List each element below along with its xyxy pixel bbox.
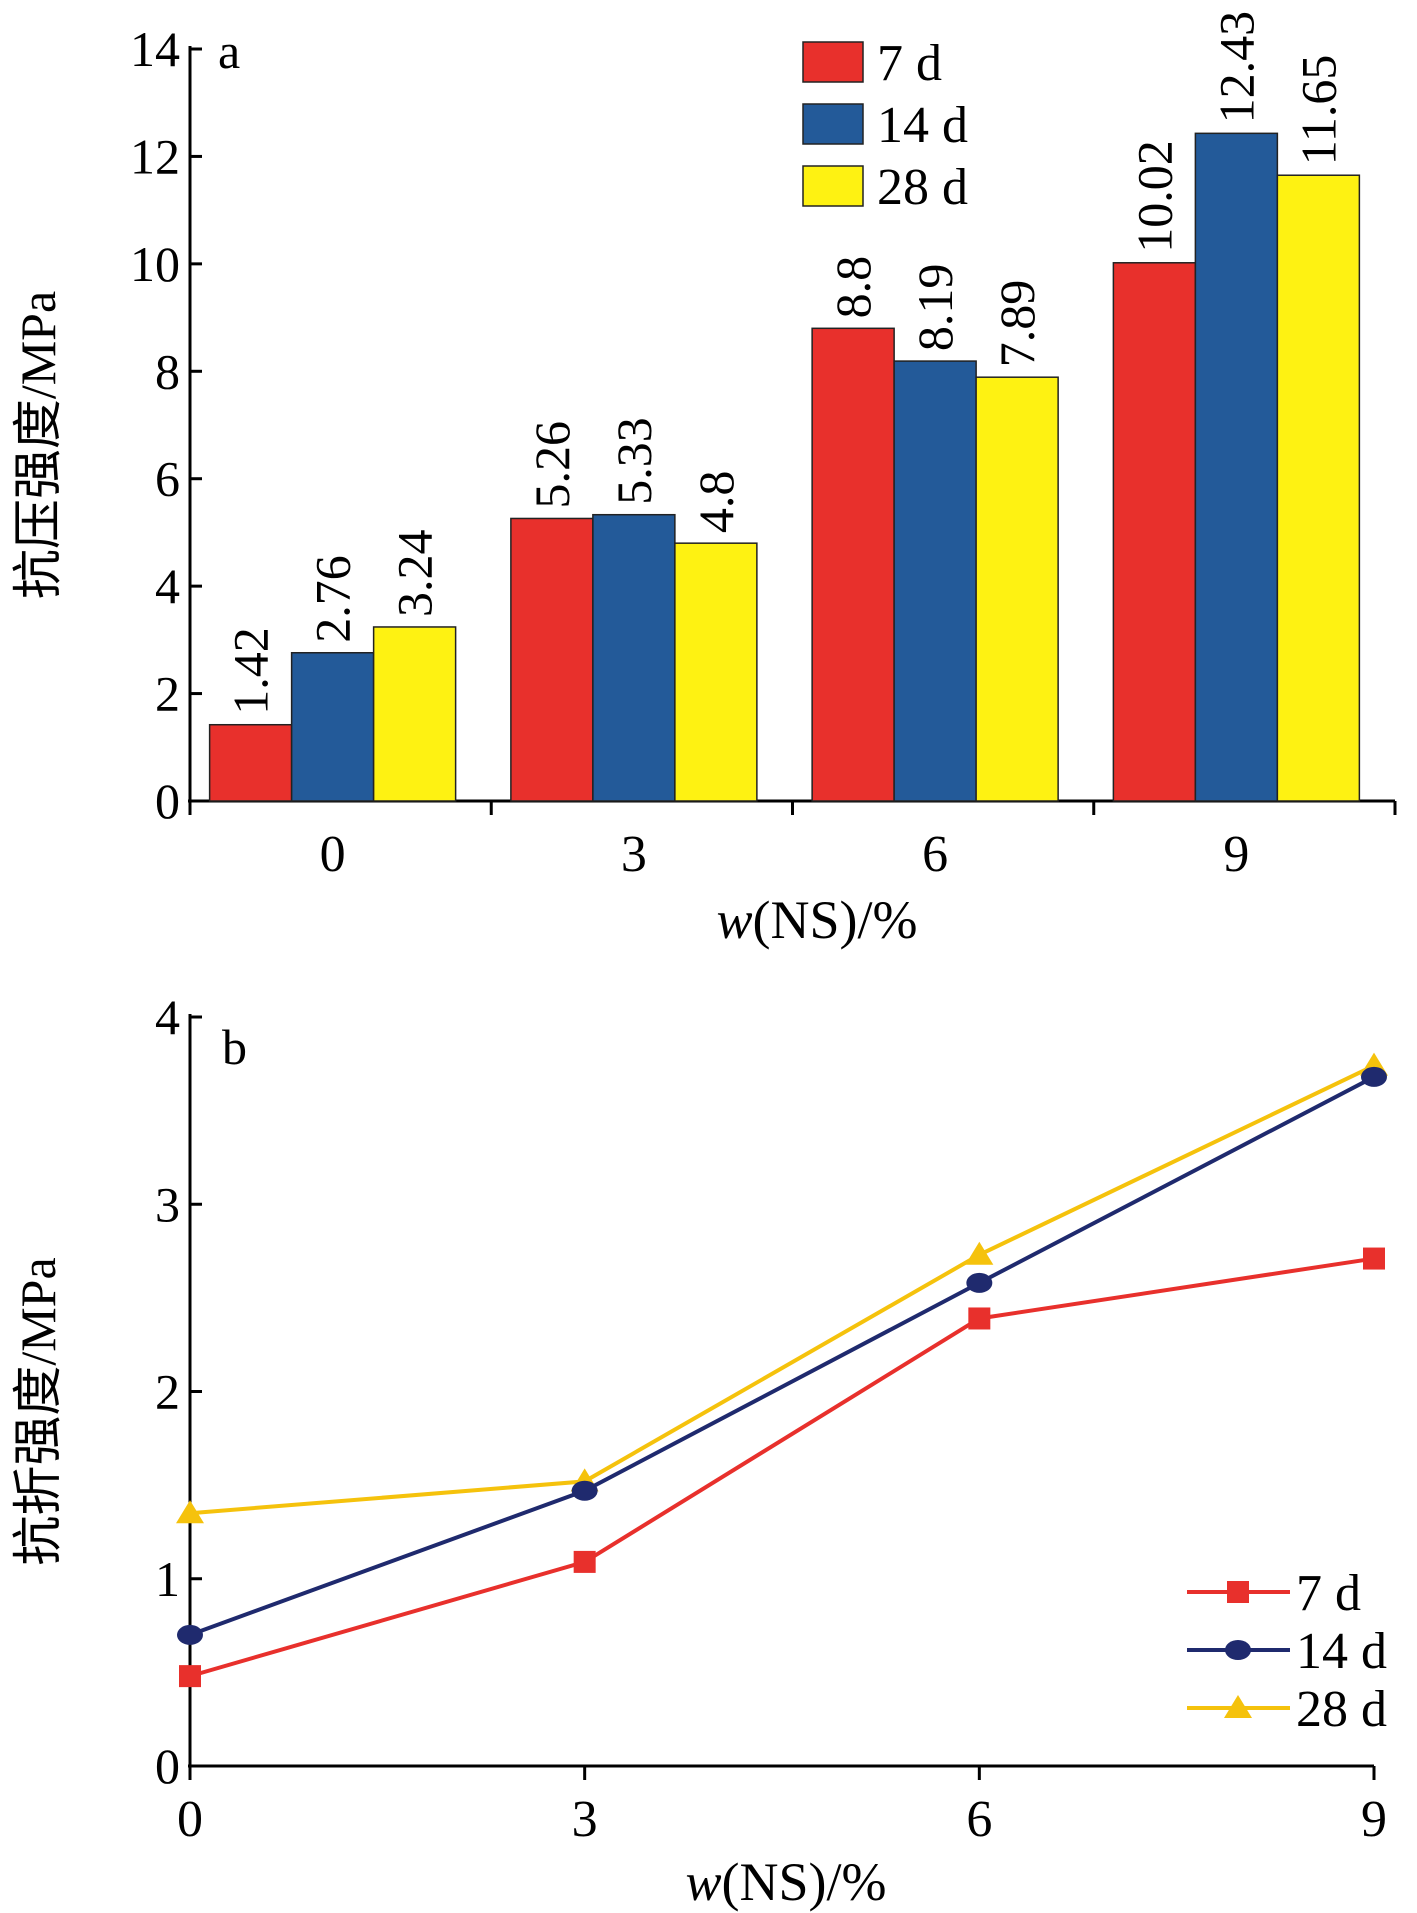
x-tick-label: 6	[922, 826, 948, 883]
x-tick-label: 0	[177, 1791, 203, 1848]
y-axis-label: 抗折强度/MPa	[10, 1257, 66, 1565]
data-point	[573, 1550, 596, 1573]
bar-value-label: 10.02	[1126, 140, 1182, 253]
legend-marker	[1227, 1581, 1249, 1603]
bar-value-label: 5.33	[606, 417, 662, 505]
y-axis-label: 抗压强度/MPa	[10, 291, 66, 599]
bar-value-label: 8.19	[907, 264, 963, 352]
bar-value-label: 3.24	[387, 529, 443, 617]
x-tick-label: 0	[320, 826, 346, 883]
series-line	[189, 1256, 1375, 1679]
series-line	[189, 1075, 1375, 1637]
bar	[811, 327, 895, 802]
bar	[975, 376, 1059, 802]
legend-label: 14 d	[1296, 1623, 1387, 1680]
bar	[1112, 262, 1197, 802]
data-point	[1363, 1247, 1385, 1270]
y-tick-label: 12	[130, 128, 180, 184]
y-tick-label: 4	[155, 989, 180, 1045]
data-point	[968, 1307, 991, 1330]
y-tick-label: 0	[155, 773, 180, 829]
legend-marker	[1225, 1640, 1251, 1660]
bar-value-label: 12.43	[1208, 11, 1264, 124]
bar-value-label: 11.65	[1290, 55, 1346, 166]
data-point	[966, 1272, 993, 1293]
data-point	[177, 1624, 203, 1645]
legend-label: 14 d	[877, 97, 968, 154]
data-point	[1361, 1066, 1387, 1087]
y-tick-label: 2	[155, 1364, 180, 1420]
x-tick-label: 6	[966, 1791, 992, 1848]
x-tick-label: 9	[1223, 826, 1249, 883]
bar	[372, 626, 457, 802]
legend-marker	[1224, 1695, 1252, 1718]
compressive-strength-bar-chart: 0 2 4 6 8 10 12 14 1.42 2.76 3.24 0 5.26 5.33 4.8 3 8.8 8…	[10, 11, 1397, 950]
x-tick-label: 9	[1361, 1791, 1387, 1848]
flexural-strength-line-chart: 0 1 2 3 4 0 3 6 9 b 抗折强度/MPa w(NS)/% 7 d14 d28 d	[10, 989, 1388, 1912]
legend-swatch	[802, 165, 864, 207]
legend-label: 28 d	[1296, 1681, 1387, 1738]
legend-label: 7 d	[1296, 1565, 1361, 1622]
y-tick-label: 3	[155, 1176, 180, 1232]
bar-value-label: 4.8	[688, 471, 744, 534]
legend-label: 7 d	[877, 35, 942, 92]
y-tick-label: 4	[155, 558, 180, 614]
y-tick-label: 6	[155, 451, 180, 507]
bar	[510, 517, 594, 802]
panel-label: a	[218, 23, 240, 79]
y-tick-label: 2	[155, 666, 180, 722]
data-point	[176, 1500, 204, 1524]
bar-value-label: 8.8	[825, 256, 881, 319]
y-tick-label: 8	[155, 343, 180, 399]
x-tick-label: 3	[572, 1791, 598, 1848]
bar	[592, 513, 676, 802]
legend-label: 28 d	[877, 159, 968, 216]
data-point	[179, 1665, 201, 1688]
bar	[1276, 174, 1361, 802]
x-tick-label: 3	[621, 826, 647, 883]
bar-value-label: 7.89	[989, 280, 1045, 368]
series-line	[189, 1063, 1375, 1516]
legend-swatch	[802, 41, 864, 83]
panel-label: b	[222, 1019, 247, 1075]
bar-value-label: 2.76	[305, 555, 361, 643]
y-tick-label: 10	[130, 236, 180, 292]
legend-swatch	[802, 103, 864, 145]
bar	[208, 723, 293, 802]
bar	[674, 542, 758, 802]
bar	[1194, 132, 1279, 802]
y-tick-label: 1	[155, 1551, 180, 1607]
bar-value-label: 5.26	[524, 421, 580, 509]
bar	[893, 360, 977, 802]
data-point	[571, 1480, 598, 1501]
y-tick-label: 14	[130, 21, 180, 77]
data-point	[965, 1241, 994, 1265]
y-tick-label: 0	[155, 1738, 180, 1794]
x-axis-label: w(NS)/%	[685, 1852, 886, 1912]
bar-value-label: 1.42	[223, 627, 279, 715]
x-axis-label: w(NS)/%	[716, 890, 917, 950]
bar	[290, 651, 375, 802]
